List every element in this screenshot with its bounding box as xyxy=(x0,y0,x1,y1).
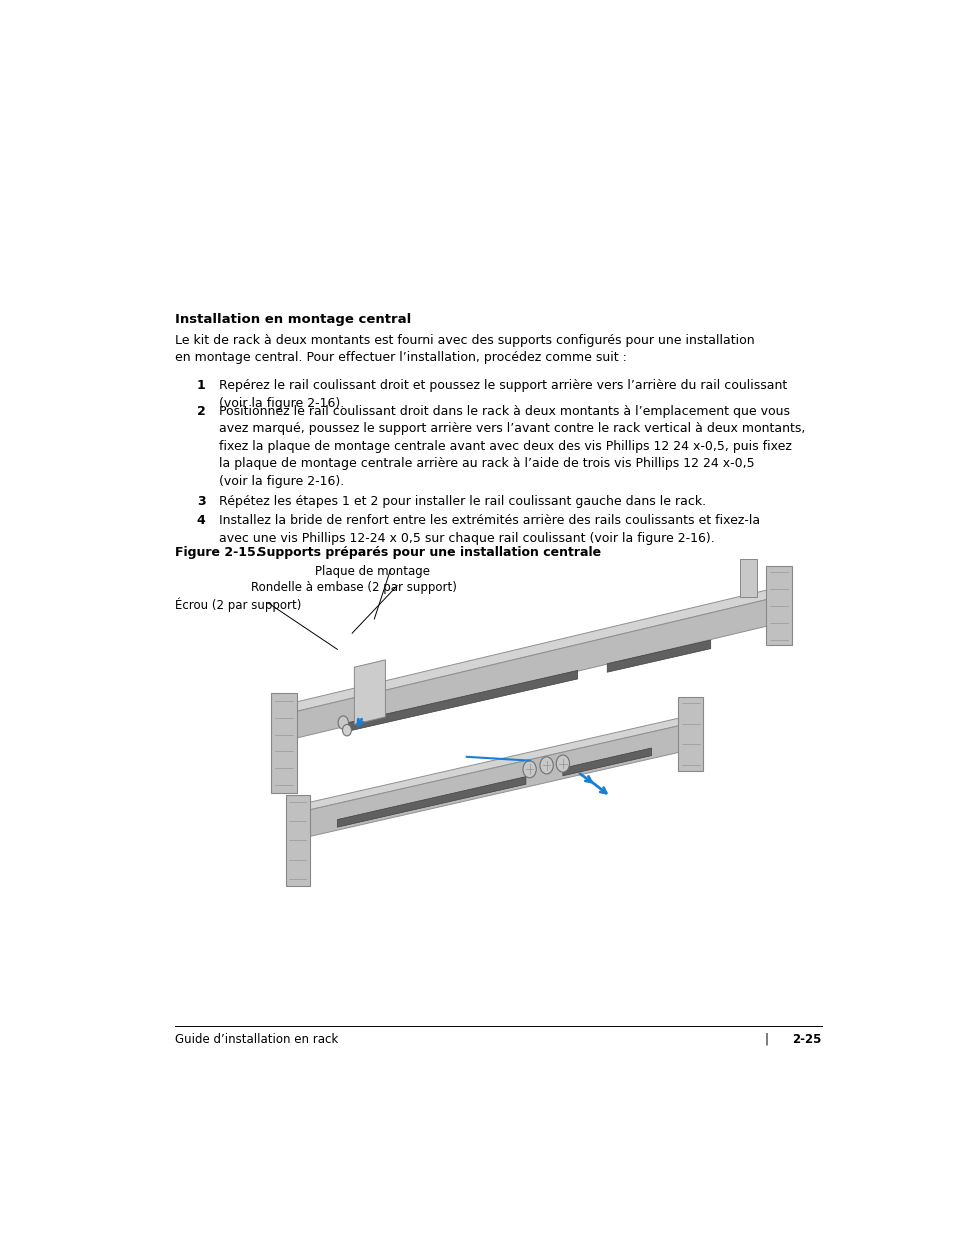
Polygon shape xyxy=(285,795,310,887)
Polygon shape xyxy=(300,716,688,811)
Polygon shape xyxy=(285,588,777,714)
Circle shape xyxy=(539,757,553,774)
Polygon shape xyxy=(606,640,710,672)
Text: Rondelle à embase (2 par support): Rondelle à embase (2 par support) xyxy=(251,580,456,594)
Polygon shape xyxy=(271,693,296,793)
Text: 4: 4 xyxy=(196,514,206,527)
Text: 2: 2 xyxy=(196,405,206,417)
Text: Installation en montage central: Installation en montage central xyxy=(174,312,411,326)
Polygon shape xyxy=(678,698,702,771)
Text: Le kit de rack à deux montants est fourni avec des supports configurés pour une : Le kit de rack à deux montants est fourn… xyxy=(174,333,754,364)
Text: Installez la bride de renfort entre les extrémités arrière des rails coulissants: Installez la bride de renfort entre les … xyxy=(219,514,760,545)
Polygon shape xyxy=(348,671,577,731)
Text: Plaque de montage: Plaque de montage xyxy=(314,564,430,578)
Text: 1: 1 xyxy=(196,379,206,393)
Text: Repérez le rail coulissant droit et poussez le support arrière vers l’arrière du: Repérez le rail coulissant droit et pous… xyxy=(219,379,786,410)
Circle shape xyxy=(342,725,351,736)
Polygon shape xyxy=(337,777,525,827)
Text: Positionnez le rail coulissant droit dans le rack à deux montants à l’emplacemen: Positionnez le rail coulissant droit dan… xyxy=(219,405,804,488)
Text: Écrou (2 par support): Écrou (2 par support) xyxy=(174,598,301,613)
Text: Guide d’installation en rack: Guide d’installation en rack xyxy=(174,1032,337,1046)
Text: Supports préparés pour une installation centrale: Supports préparés pour une installation … xyxy=(239,546,600,558)
Polygon shape xyxy=(300,724,688,839)
Polygon shape xyxy=(740,559,756,597)
Text: Répétez les étapes 1 et 2 pour installer le rail coulissant gauche dans le rack.: Répétez les étapes 1 et 2 pour installer… xyxy=(219,495,705,509)
Text: Figure 2-15.: Figure 2-15. xyxy=(174,546,260,558)
Polygon shape xyxy=(765,567,791,646)
Polygon shape xyxy=(562,748,651,776)
Circle shape xyxy=(556,755,569,772)
Text: 2-25: 2-25 xyxy=(791,1032,821,1046)
Circle shape xyxy=(522,761,536,778)
Polygon shape xyxy=(354,659,385,724)
Text: 3: 3 xyxy=(196,495,205,509)
Text: |: | xyxy=(763,1032,767,1046)
Circle shape xyxy=(337,716,348,729)
Polygon shape xyxy=(285,597,777,741)
